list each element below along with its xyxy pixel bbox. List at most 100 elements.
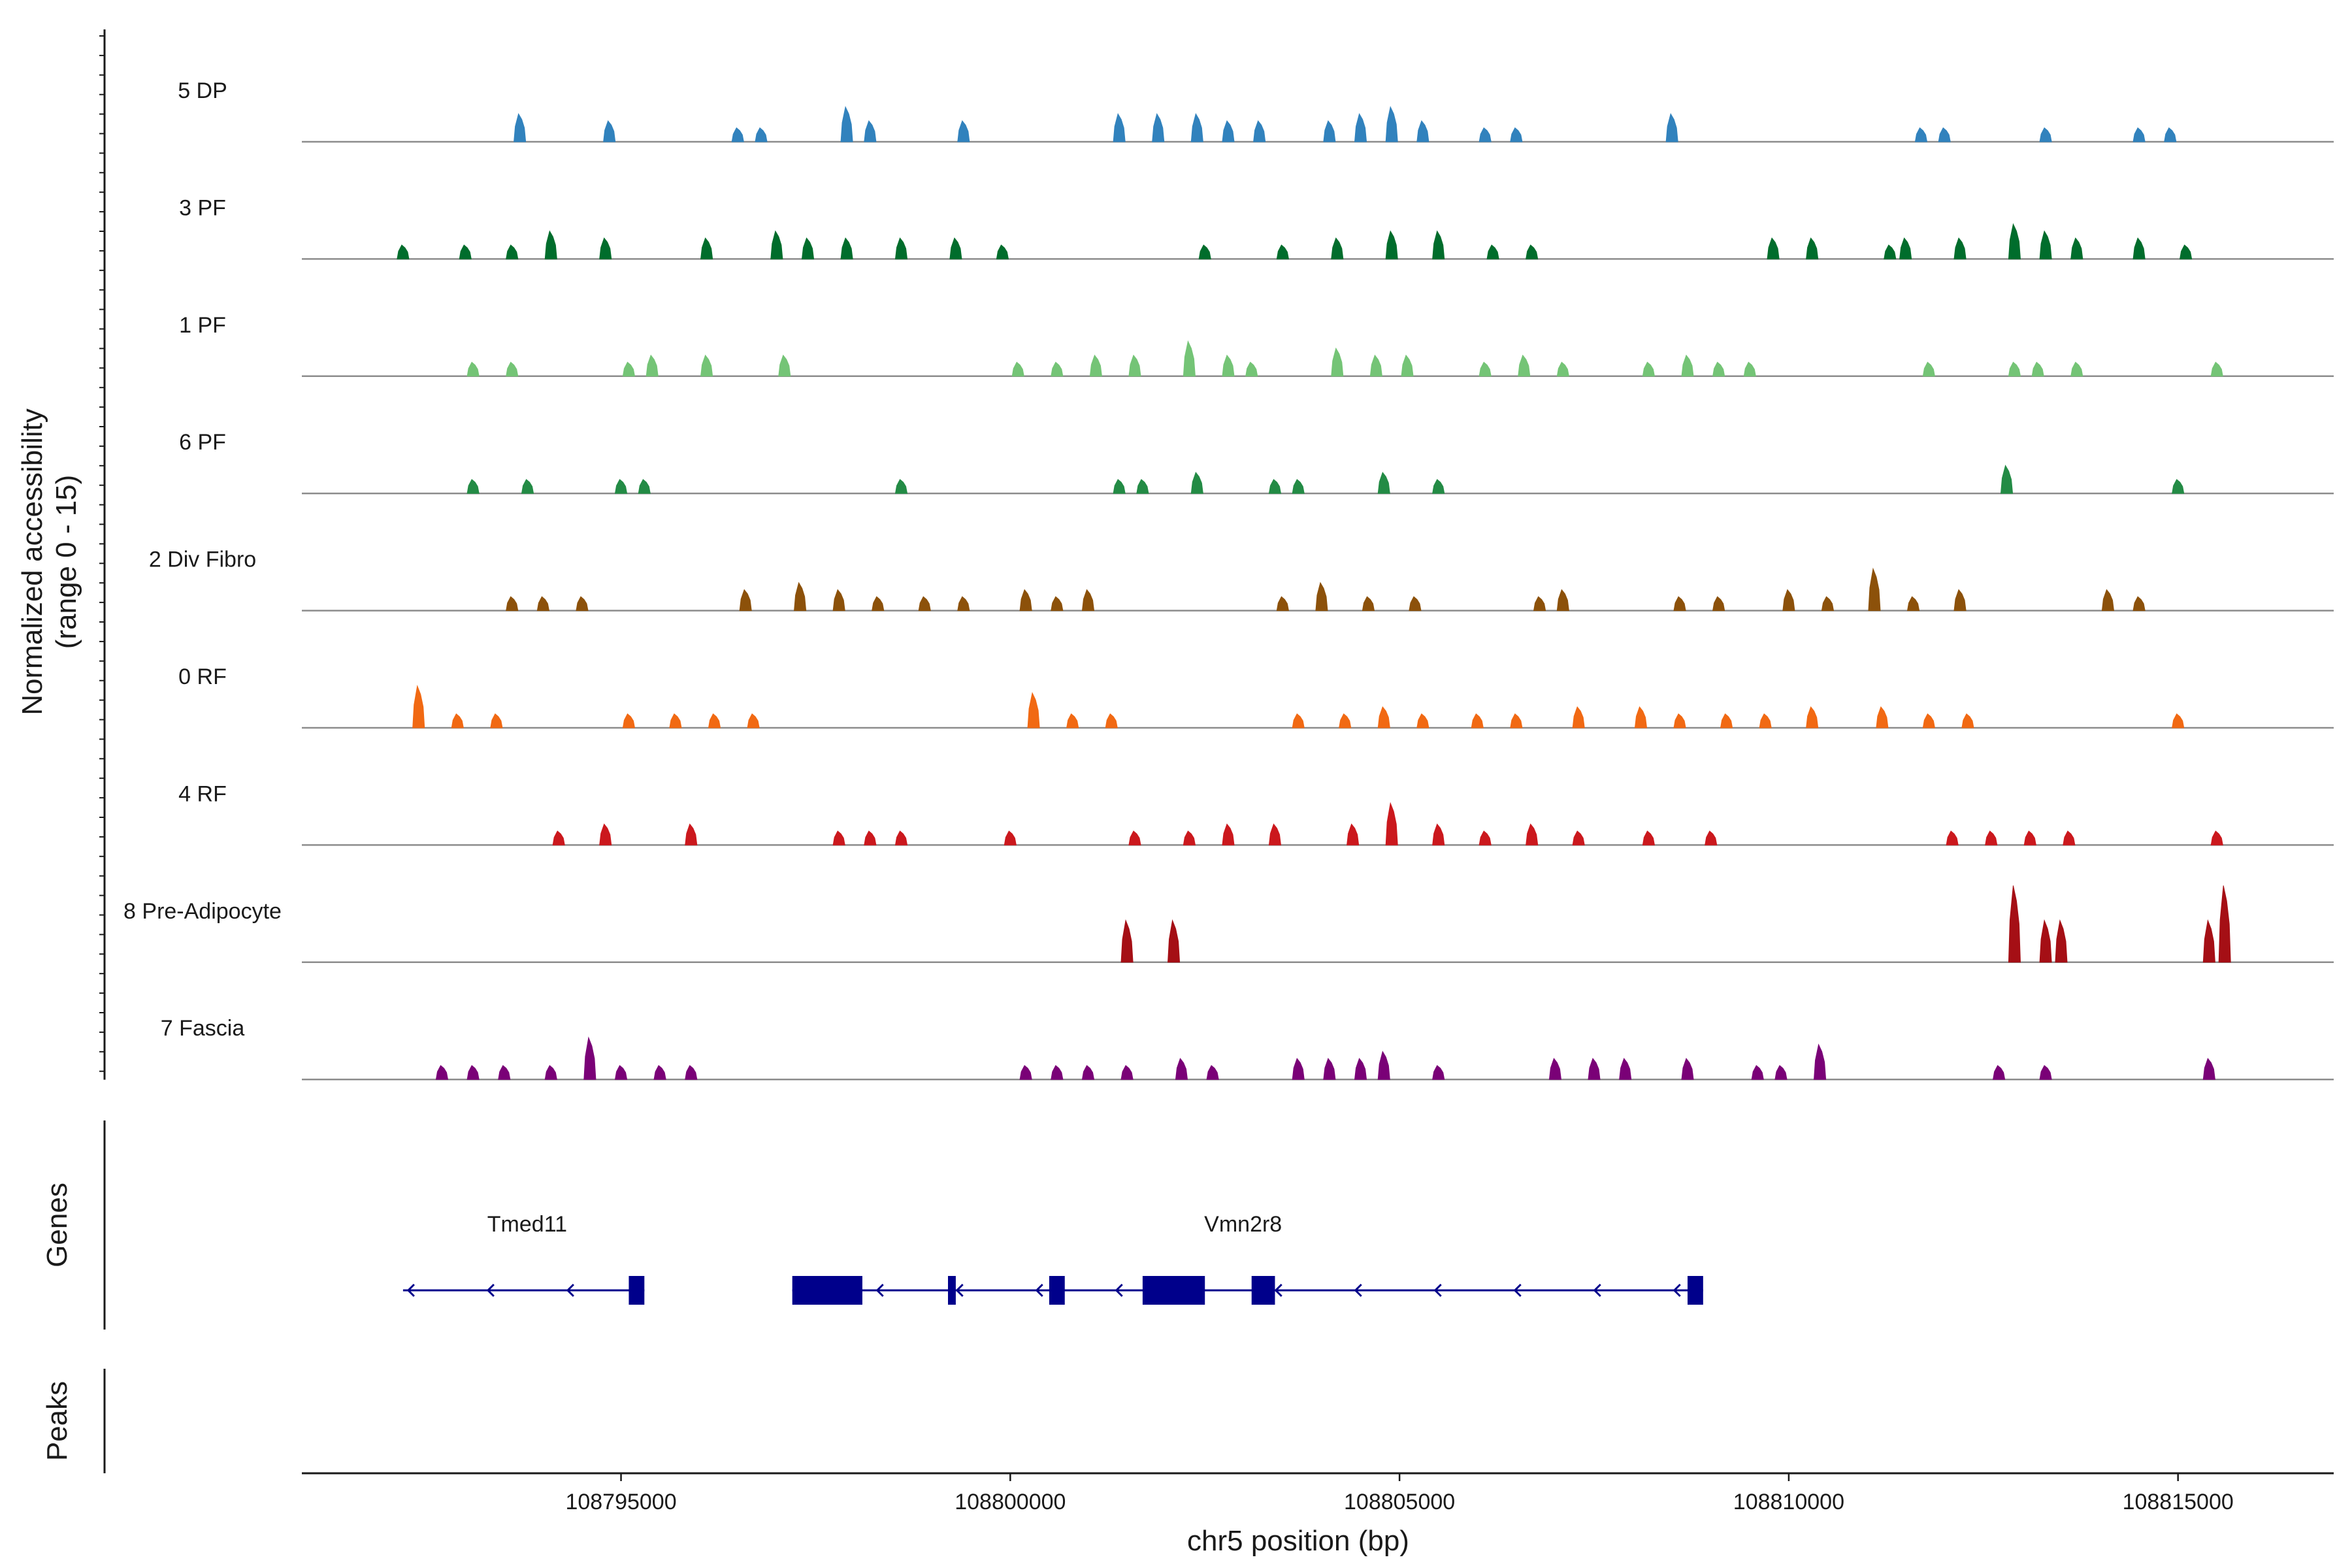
strand-arrow [875, 1283, 884, 1298]
gene-exon [792, 1276, 862, 1305]
y-axis-label-line1: Normalized accessibility [16, 408, 48, 715]
coverage-peak [1518, 354, 1531, 377]
gene-name-label: Vmn2r8 [1204, 1212, 1282, 1237]
coverage-peak [2210, 361, 2223, 377]
coverage-peak [1743, 361, 1756, 377]
coverage-peak [1190, 472, 1203, 494]
coverage-peak [1868, 567, 1881, 612]
peaks-panel-label: Peaks [41, 1381, 73, 1461]
track-label: 0 RF [178, 664, 227, 689]
coverage-peak [2164, 127, 2177, 142]
coverage-peak [1432, 1065, 1445, 1080]
coverage-peak [2218, 885, 2231, 963]
coverage-peak [1681, 354, 1694, 377]
coverage-peak [1432, 823, 1445, 845]
strand-arrow [1593, 1283, 1601, 1298]
coverage-peak [1759, 713, 1772, 728]
coverage-peak [1673, 713, 1686, 728]
coverage-peak [544, 230, 557, 259]
coverage-peak [1533, 596, 1546, 612]
coverage-peak [1276, 244, 1289, 259]
coverage-peak [1961, 713, 1974, 728]
coverage-peak [536, 596, 549, 612]
coverage-peak [1198, 244, 1211, 259]
coverage-peak [1922, 361, 1935, 377]
coverage-peak [1051, 1065, 1064, 1080]
strand-arrow [1433, 1283, 1442, 1298]
coverage-peak [1253, 120, 1266, 142]
coverage-peak [996, 244, 1009, 259]
coverage-peak [645, 354, 659, 377]
strand-arrow [406, 1283, 415, 1298]
coverage-peak [1081, 589, 1095, 612]
coverage-peak [700, 354, 713, 377]
coverage-peak [2101, 589, 2115, 612]
track-4-rf: 4 RF [178, 781, 2334, 846]
coverage-peak [1665, 113, 1678, 142]
coverage-peak [506, 596, 519, 612]
coverage-peak [755, 127, 768, 142]
strand-arrow [1035, 1283, 1043, 1298]
coverage-peak [521, 479, 534, 494]
strand-arrow [1354, 1283, 1362, 1298]
coverage-peak [1782, 589, 1795, 612]
coverage-peak [2202, 1058, 2215, 1080]
coverage-peak [1821, 596, 1835, 612]
coverage-peak [1556, 589, 1569, 612]
coverage-peak [1152, 113, 1165, 142]
coverage-peak [1089, 354, 1102, 377]
coverage-peak [1385, 230, 1398, 259]
coverage-peak [1712, 596, 1725, 612]
coverage-peak [1712, 361, 1725, 377]
coverage-peak [2202, 919, 2215, 963]
coverage-peak [1369, 354, 1382, 377]
track-label: 1 PF [179, 313, 226, 338]
coverage-peak [1526, 244, 1539, 259]
coverage-peak [1556, 361, 1569, 377]
coverage-peak [1120, 919, 1134, 963]
coverage-peak [1011, 361, 1024, 377]
coverage-peak [435, 1065, 449, 1080]
coverage-peak [1292, 1058, 1305, 1080]
coverage-peak [2000, 465, 2014, 494]
coverage-peak [1113, 479, 1126, 494]
x-tick-label: 108805000 [1344, 1490, 1455, 1514]
coverage-peak [1136, 479, 1149, 494]
coverage-peak [747, 713, 760, 728]
coverage-peak [894, 830, 908, 845]
coverage-peak [1354, 1058, 1367, 1080]
coverage-peak [1323, 1058, 1336, 1080]
coverage-peak [1642, 830, 1656, 845]
coverage-peak [1899, 237, 1912, 259]
coverage-peak [1183, 340, 1196, 377]
coverage-peak [1222, 823, 1235, 845]
strand-arrow [1274, 1283, 1282, 1298]
gene-vmn2r8: Vmn2r8 [792, 1212, 1703, 1305]
coverage-tracks: 5 DP 3 PF 1 PF 6 PF 2 Div Fibro 0 RF 4 RF 8 Pre… [123, 78, 2334, 1081]
coverage-peak [1081, 1065, 1095, 1080]
coverage-peak [552, 830, 565, 845]
coverage-peak [2070, 237, 2083, 259]
coverage-peak [506, 361, 519, 377]
coverage-peak [1946, 830, 1959, 845]
coverage-peak [1354, 113, 1367, 142]
coverage-peak [1471, 713, 1484, 728]
coverage-peak [1767, 237, 1780, 259]
track-label: 6 PF [179, 430, 226, 455]
coverage-peak [1432, 479, 1445, 494]
coverage-peak [1705, 830, 1718, 845]
coverage-peak [1331, 237, 1344, 259]
coverage-peak [1051, 596, 1064, 612]
coverage-peak [2031, 361, 2044, 377]
coverage-peak [1588, 1058, 1601, 1080]
coverage-peak [832, 830, 845, 845]
coverage-peak [1416, 120, 1429, 142]
coverage-peak [2039, 230, 2052, 259]
coverage-peak [1245, 361, 1258, 377]
coverage-peak [622, 361, 636, 377]
coverage-peak [894, 237, 908, 259]
coverage-peak [778, 354, 791, 377]
coverage-peak [949, 237, 962, 259]
coverage-peak [1377, 472, 1390, 494]
coverage-peak [864, 120, 877, 142]
